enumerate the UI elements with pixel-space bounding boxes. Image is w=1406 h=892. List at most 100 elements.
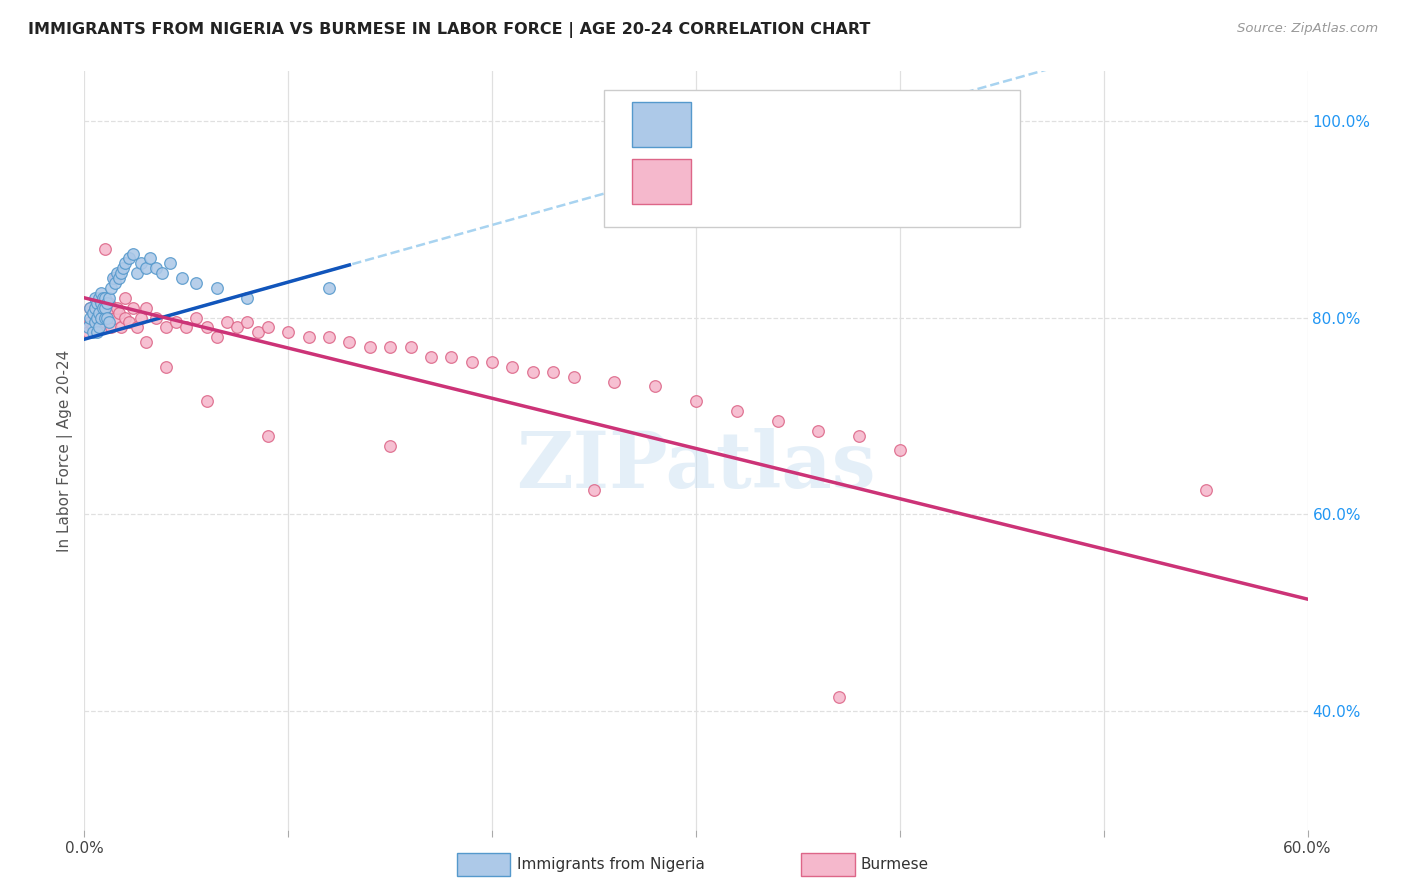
Point	[90, 310, 112, 325]
Y-axis label: In Labor Force | Age 20-24: In Labor Force | Age 20-24	[58, 350, 73, 551]
Point	[83, 315, 105, 329]
Point	[86, 310, 108, 325]
Point	[583, 483, 606, 497]
Point	[105, 301, 128, 315]
Point	[101, 301, 124, 315]
Point	[77, 326, 100, 340]
Point	[83, 315, 105, 329]
Point	[246, 326, 269, 340]
Point	[86, 295, 108, 310]
Point	[138, 252, 160, 266]
Point	[83, 301, 105, 315]
Point	[93, 301, 117, 315]
Point	[90, 295, 112, 310]
FancyBboxPatch shape	[633, 102, 692, 147]
Point	[205, 330, 228, 344]
Point	[766, 414, 789, 428]
Point	[118, 315, 141, 329]
Point	[380, 438, 402, 452]
Point	[83, 291, 105, 305]
Text: Immigrants from Nigeria: Immigrants from Nigeria	[517, 857, 706, 871]
Point	[135, 335, 157, 350]
Point	[87, 291, 110, 305]
Point	[82, 305, 104, 319]
Point	[420, 350, 443, 364]
Text: Source: ZipAtlas.com: Source: ZipAtlas.com	[1237, 22, 1378, 36]
Point	[93, 242, 117, 256]
Point	[461, 355, 484, 369]
Point	[186, 310, 208, 325]
Point	[481, 355, 503, 369]
Point	[77, 320, 100, 334]
Point	[298, 330, 321, 344]
Text: IMMIGRANTS FROM NIGERIA VS BURMESE IN LABOR FORCE | AGE 20-24 CORRELATION CHART: IMMIGRANTS FROM NIGERIA VS BURMESE IN LA…	[28, 22, 870, 38]
Point	[79, 310, 101, 325]
Text: ZIPatlas: ZIPatlas	[516, 427, 876, 504]
Point	[122, 301, 145, 315]
Point	[86, 320, 108, 334]
Point	[91, 291, 114, 305]
Point	[848, 428, 870, 442]
Point	[122, 246, 145, 260]
Point	[131, 256, 153, 270]
Point	[91, 301, 114, 315]
Point	[150, 266, 173, 280]
Point	[86, 326, 108, 340]
Point	[145, 261, 167, 276]
Point	[79, 301, 101, 315]
Point	[97, 295, 120, 310]
Point	[725, 404, 748, 418]
Point	[155, 359, 177, 374]
Point	[87, 301, 110, 315]
Point	[90, 295, 112, 310]
Point	[236, 315, 259, 329]
Point	[257, 320, 280, 334]
Point	[644, 379, 666, 393]
Point	[87, 320, 110, 334]
Point	[96, 310, 118, 325]
Point	[226, 320, 249, 334]
Point	[135, 261, 157, 276]
Point	[131, 310, 153, 325]
Point	[100, 320, 122, 334]
Point	[97, 315, 120, 329]
Point	[135, 301, 157, 315]
Point	[79, 301, 101, 315]
Point	[399, 340, 422, 354]
Point	[440, 350, 463, 364]
Point	[380, 340, 402, 354]
Point	[318, 330, 340, 344]
Text: R = -0.359   N = 77: R = -0.359 N = 77	[709, 172, 886, 190]
Point	[685, 394, 707, 409]
Point	[91, 301, 114, 315]
Point	[172, 271, 194, 285]
Point	[108, 271, 131, 285]
Point	[87, 305, 110, 319]
Point	[889, 443, 911, 458]
Point	[114, 256, 136, 270]
Point	[91, 320, 114, 334]
Point	[165, 315, 187, 329]
Point	[90, 310, 112, 325]
Point	[318, 281, 340, 295]
Point	[100, 281, 122, 295]
Point	[339, 335, 361, 350]
Point	[543, 365, 565, 379]
Point	[83, 301, 105, 315]
Point	[127, 320, 149, 334]
Point	[807, 424, 830, 438]
Text: Burmese: Burmese	[860, 857, 928, 871]
Point	[217, 315, 239, 329]
Point	[236, 291, 259, 305]
Point	[257, 428, 280, 442]
Point	[502, 359, 524, 374]
Point	[176, 320, 198, 334]
Point	[93, 301, 117, 315]
Point	[110, 266, 132, 280]
Point	[82, 326, 104, 340]
Point	[79, 315, 101, 329]
Point	[96, 295, 118, 310]
Point	[86, 310, 108, 325]
Point	[93, 291, 117, 305]
Point	[155, 320, 177, 334]
